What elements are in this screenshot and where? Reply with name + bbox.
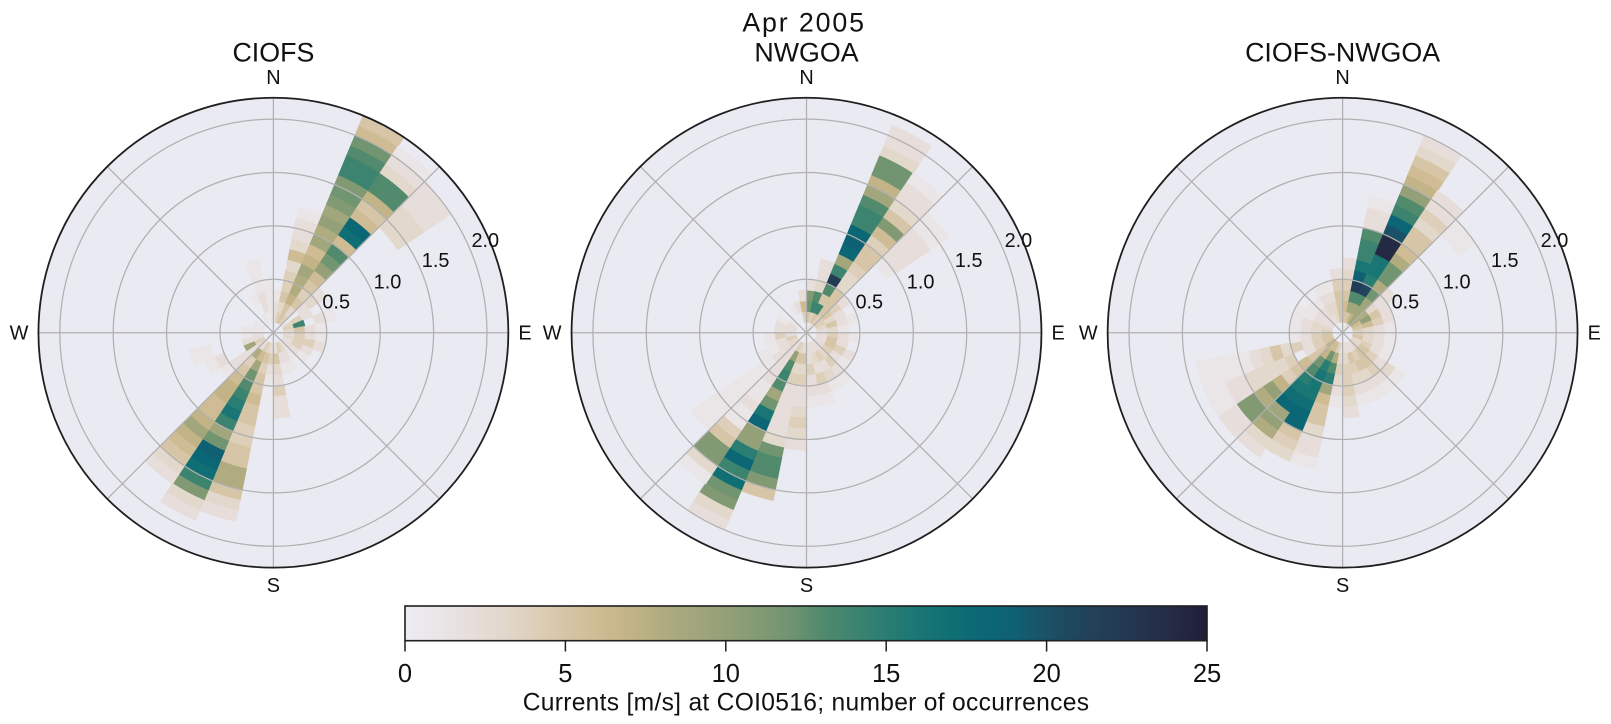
svg-text:1.0: 1.0	[907, 272, 935, 294]
svg-text:0.5: 0.5	[855, 291, 883, 313]
svg-text:10: 10	[712, 660, 740, 688]
svg-text:NWGOA: NWGOA	[754, 38, 858, 68]
svg-text:25: 25	[1193, 660, 1221, 688]
svg-text:CIOFS: CIOFS	[232, 38, 314, 68]
svg-text:E: E	[1588, 323, 1601, 345]
svg-text:1.5: 1.5	[955, 250, 983, 272]
svg-text:0.5: 0.5	[1392, 291, 1420, 313]
svg-text:2.0: 2.0	[471, 230, 499, 252]
svg-text:S: S	[800, 575, 813, 597]
svg-text:W: W	[10, 323, 29, 345]
svg-text:1.5: 1.5	[422, 250, 450, 272]
svg-text:W: W	[1079, 323, 1098, 345]
svg-text:Currents [m/s] at COI0516; num: Currents [m/s] at COI0516; number of occ…	[523, 690, 1090, 717]
svg-text:2.0: 2.0	[1541, 230, 1569, 252]
svg-text:E: E	[1052, 323, 1065, 345]
svg-text:E: E	[518, 323, 531, 345]
svg-text:0: 0	[398, 660, 412, 688]
svg-text:N: N	[266, 67, 280, 89]
svg-text:S: S	[1336, 575, 1349, 597]
svg-text:20: 20	[1032, 660, 1060, 688]
svg-text:15: 15	[872, 660, 900, 688]
svg-text:1.5: 1.5	[1491, 250, 1519, 272]
svg-text:0.5: 0.5	[322, 291, 350, 313]
svg-text:CIOFS-NWGOA: CIOFS-NWGOA	[1245, 38, 1440, 68]
svg-text:2.0: 2.0	[1005, 230, 1033, 252]
svg-text:Apr 2005: Apr 2005	[742, 7, 866, 37]
svg-text:N: N	[799, 67, 813, 89]
svg-text:N: N	[1335, 67, 1349, 89]
svg-text:S: S	[267, 575, 280, 597]
svg-text:1.0: 1.0	[1443, 272, 1471, 294]
svg-text:1.0: 1.0	[374, 272, 402, 294]
svg-text:5: 5	[558, 660, 572, 688]
svg-text:W: W	[543, 323, 562, 345]
